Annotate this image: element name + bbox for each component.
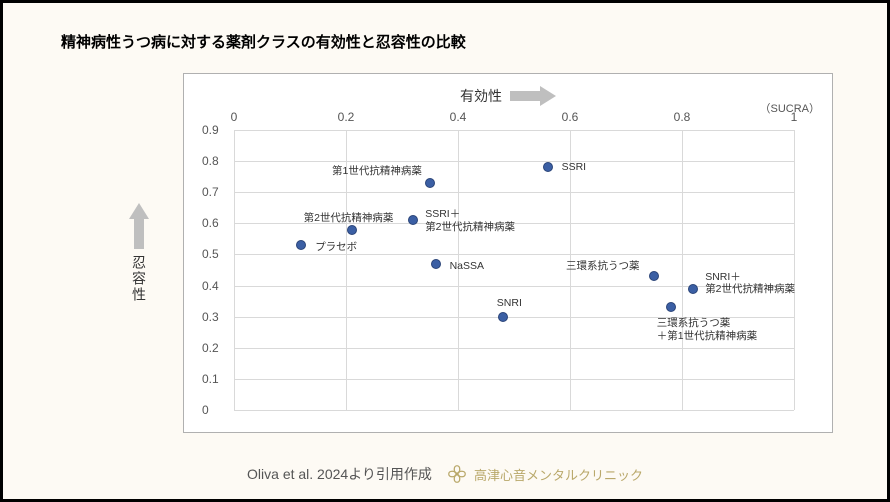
y-tick-label: 0.1 [202, 372, 219, 386]
y-axis-title: 忍容性 [129, 255, 149, 303]
arrow-right-icon [510, 86, 556, 106]
data-point [649, 271, 659, 281]
y-tick-label: 0.4 [202, 279, 219, 293]
x-tick-label: 0 [231, 110, 238, 124]
data-point-label: 第2世代抗精神病薬 [304, 212, 394, 225]
data-point-label: プラセボ [315, 241, 357, 254]
y-tick-label: 0.6 [202, 216, 219, 230]
y-tick-label: 0.2 [202, 341, 219, 355]
citation-text: Oliva et al. 2024より引用作成 [247, 464, 432, 484]
data-point [688, 284, 698, 294]
plot-region: 00.20.40.60.8100.10.20.30.40.50.60.70.80… [234, 130, 794, 410]
page-title: 精神病性うつ病に対する薬剤クラスの有効性と忍容性の比較 [61, 31, 466, 52]
y-tick-label: 0.3 [202, 310, 219, 324]
data-point-label: SNRI [497, 297, 522, 310]
x-axis-title: 有効性 [460, 86, 502, 106]
x-tick-label: 0.4 [450, 110, 467, 124]
clinic-credit: 高津心音メンタルクリニック [446, 463, 643, 485]
data-point [666, 302, 676, 312]
data-point [347, 225, 357, 235]
data-point-label: SSRI＋第2世代抗精神病薬 [425, 208, 515, 233]
data-point-label: SSRI [562, 161, 587, 174]
gridline-horizontal [234, 161, 794, 162]
data-point-label: 三環系抗うつ薬 [566, 260, 640, 273]
x-axis-title-group: 有効性 [460, 86, 556, 106]
data-point-label: NaSSA [450, 260, 484, 273]
gridline-horizontal [234, 410, 794, 411]
gridline-horizontal [234, 379, 794, 380]
data-point [408, 215, 418, 225]
data-point [425, 178, 435, 188]
y-tick-label: 0 [202, 403, 209, 417]
y-tick-label: 0.7 [202, 185, 219, 199]
gridline-horizontal [234, 348, 794, 349]
data-point-label: SNRI＋第2世代抗精神病薬 [705, 271, 795, 296]
data-point-label: 第1世代抗精神病薬 [332, 165, 422, 178]
data-point [431, 259, 441, 269]
clinic-logo-icon [446, 463, 468, 485]
gridline-vertical [682, 130, 683, 410]
gridline-vertical [234, 130, 235, 410]
y-tick-label: 0.5 [202, 247, 219, 261]
arrow-up-icon [129, 203, 149, 249]
gridline-horizontal [234, 254, 794, 255]
chart-area: 有効性 （SUCRA） 00.20.40.60.8100.10.20.30.40… [183, 73, 833, 433]
data-point [543, 162, 553, 172]
x-tick-label: 0.6 [562, 110, 579, 124]
y-axis-title-group: 忍容性 [129, 203, 149, 303]
data-point [296, 240, 306, 250]
footer: Oliva et al. 2024より引用作成 高津心音メンタルクリニック [3, 463, 887, 485]
data-point [498, 312, 508, 322]
y-tick-label: 0.8 [202, 154, 219, 168]
y-tick-label: 0.9 [202, 123, 219, 137]
x-tick-label: 0.8 [674, 110, 691, 124]
data-point-label: 三環系抗うつ薬＋第1世代抗精神病薬 [657, 317, 757, 342]
x-tick-label: 0.2 [338, 110, 355, 124]
x-tick-label: 1 [791, 110, 798, 124]
clinic-name: 高津心音メンタルクリニック [474, 465, 643, 484]
slide-frame: 精神病性うつ病に対する薬剤クラスの有効性と忍容性の比較 忍容性 有効性 （SUC… [0, 0, 890, 502]
gridline-horizontal [234, 130, 794, 131]
gridline-horizontal [234, 192, 794, 193]
